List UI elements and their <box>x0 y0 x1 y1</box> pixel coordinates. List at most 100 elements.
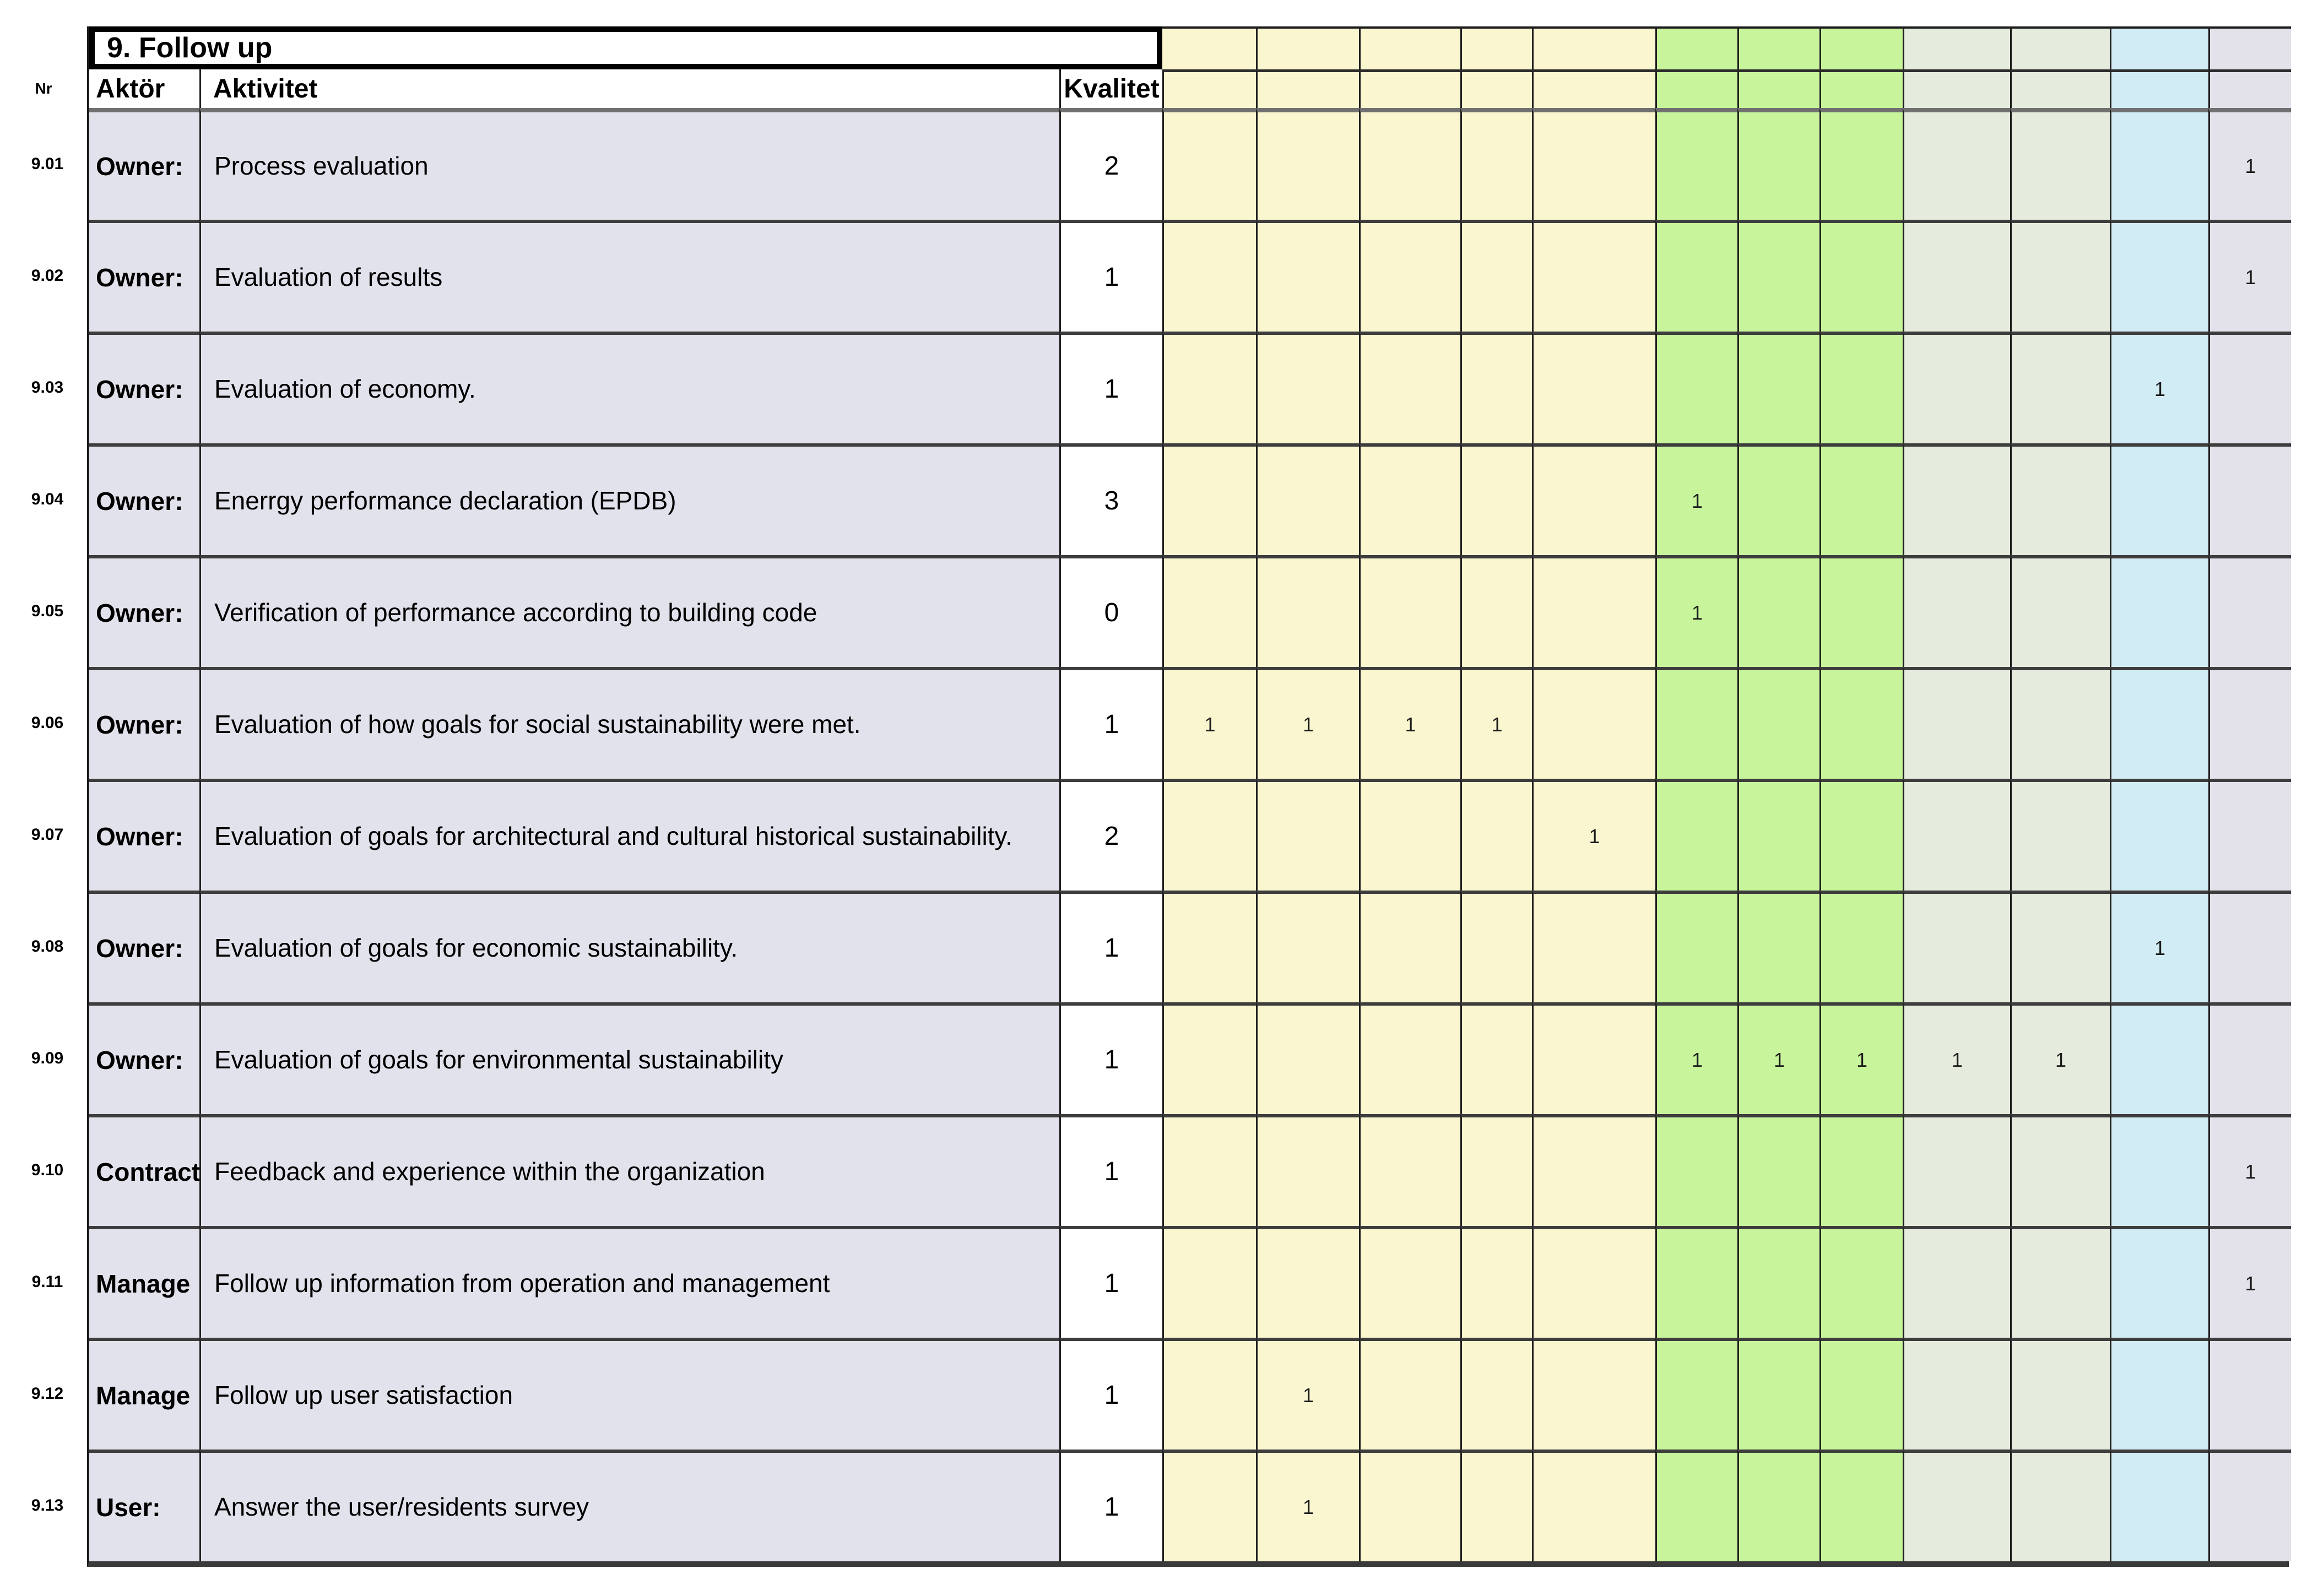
quality-value-cell[interactable]: 2 <box>1059 108 1162 220</box>
matrix-cell-yellow[interactable] <box>1460 1226 1532 1338</box>
quality-value-cell[interactable]: 3 <box>1059 443 1162 555</box>
matrix-cell-yellow[interactable] <box>1256 108 1359 220</box>
matrix-cell-green[interactable] <box>1737 667 1819 779</box>
actor-cell[interactable]: Owner: <box>89 779 199 891</box>
matrix-cell-blue[interactable] <box>2110 1338 2208 1450</box>
matrix-cell-green[interactable] <box>1819 779 1903 891</box>
matrix-cell-pale-green[interactable] <box>2010 1114 2110 1226</box>
matrix-cell-pale-green[interactable] <box>2010 220 2110 332</box>
matrix-cell-green[interactable] <box>1655 332 1737 443</box>
matrix-band-cell-green[interactable] <box>1737 69 1819 108</box>
matrix-cell-green[interactable]: 1 <box>1655 443 1737 555</box>
activity-cell[interactable]: Feedback and experience within the organ… <box>199 1114 1059 1226</box>
matrix-band-cell-yellow[interactable] <box>1256 26 1359 69</box>
quality-value-cell[interactable]: 1 <box>1059 667 1162 779</box>
actor-cell[interactable]: Owner: <box>89 667 199 779</box>
matrix-cell-pale-green[interactable] <box>1903 779 2010 891</box>
matrix-cell-yellow[interactable] <box>1359 220 1460 332</box>
matrix-cell-yellow[interactable] <box>1162 1338 1256 1450</box>
activity-cell[interactable]: Process evaluation <box>199 108 1059 220</box>
matrix-cell-yellow[interactable] <box>1460 108 1532 220</box>
matrix-cell-lavender[interactable]: 1 <box>2208 1226 2291 1338</box>
matrix-cell-yellow[interactable] <box>1359 108 1460 220</box>
matrix-cell-pale-green[interactable] <box>2010 667 2110 779</box>
matrix-cell-yellow[interactable] <box>1162 555 1256 667</box>
matrix-cell-green[interactable] <box>1737 1338 1819 1450</box>
quality-value-cell[interactable]: 1 <box>1059 1002 1162 1114</box>
matrix-cell-yellow[interactable] <box>1359 332 1460 443</box>
matrix-band-cell-green[interactable] <box>1737 26 1819 69</box>
matrix-cell-green[interactable] <box>1819 891 1903 1002</box>
matrix-cell-yellow[interactable]: 1 <box>1256 1338 1359 1450</box>
matrix-cell-yellow[interactable] <box>1256 1002 1359 1114</box>
matrix-cell-green[interactable] <box>1737 108 1819 220</box>
matrix-cell-green[interactable]: 1 <box>1737 1002 1819 1114</box>
matrix-cell-green[interactable] <box>1819 1338 1903 1450</box>
actor-cell[interactable]: Owner: <box>89 220 199 332</box>
matrix-cell-blue[interactable] <box>2110 443 2208 555</box>
matrix-cell-green[interactable] <box>1819 108 1903 220</box>
matrix-cell-green[interactable] <box>1819 555 1903 667</box>
quality-value-cell[interactable]: 1 <box>1059 1450 1162 1561</box>
matrix-cell-pale-green[interactable] <box>2010 332 2110 443</box>
quality-value-cell[interactable]: 2 <box>1059 779 1162 891</box>
matrix-band-cell-lavender[interactable] <box>2208 26 2291 69</box>
matrix-cell-yellow[interactable]: 1 <box>1460 667 1532 779</box>
matrix-band-cell-yellow[interactable] <box>1460 26 1532 69</box>
matrix-cell-yellow[interactable] <box>1532 1002 1655 1114</box>
matrix-band-cell-yellow[interactable] <box>1162 26 1256 69</box>
matrix-cell-yellow[interactable] <box>1460 891 1532 1002</box>
matrix-cell-yellow[interactable] <box>1256 1114 1359 1226</box>
matrix-band-cell-blue[interactable] <box>2110 69 2208 108</box>
matrix-cell-lavender[interactable] <box>2208 667 2291 779</box>
matrix-cell-yellow[interactable] <box>1359 1338 1460 1450</box>
matrix-cell-yellow[interactable] <box>1460 220 1532 332</box>
activity-cell[interactable]: Answer the user/residents survey <box>199 1450 1059 1561</box>
matrix-cell-lavender[interactable] <box>2208 1450 2291 1561</box>
matrix-cell-lavender[interactable]: 1 <box>2208 220 2291 332</box>
matrix-cell-green[interactable] <box>1819 667 1903 779</box>
matrix-cell-green[interactable] <box>1655 220 1737 332</box>
quality-value-cell[interactable]: 1 <box>1059 1226 1162 1338</box>
matrix-cell-yellow[interactable] <box>1162 220 1256 332</box>
matrix-cell-pale-green[interactable] <box>2010 1450 2110 1561</box>
matrix-cell-blue[interactable]: 1 <box>2110 332 2208 443</box>
matrix-cell-yellow[interactable]: 1 <box>1162 667 1256 779</box>
section-title-cell[interactable]: 9. Follow up <box>89 26 1162 69</box>
matrix-cell-yellow[interactable]: 1 <box>1359 667 1460 779</box>
matrix-cell-yellow[interactable] <box>1359 779 1460 891</box>
matrix-cell-yellow[interactable]: 1 <box>1532 779 1655 891</box>
matrix-cell-pale-green[interactable] <box>2010 555 2110 667</box>
matrix-cell-pale-green[interactable]: 1 <box>1903 1002 2010 1114</box>
matrix-cell-yellow[interactable] <box>1532 555 1655 667</box>
matrix-band-cell-yellow[interactable] <box>1460 69 1532 108</box>
matrix-cell-yellow[interactable] <box>1532 1450 1655 1561</box>
matrix-cell-yellow[interactable] <box>1162 108 1256 220</box>
matrix-cell-yellow[interactable] <box>1359 1114 1460 1226</box>
matrix-cell-yellow[interactable] <box>1359 1002 1460 1114</box>
matrix-cell-blue[interactable] <box>2110 1226 2208 1338</box>
matrix-cell-green[interactable] <box>1655 891 1737 1002</box>
actor-cell[interactable]: Manage <box>89 1338 199 1450</box>
matrix-cell-yellow[interactable] <box>1256 332 1359 443</box>
matrix-band-cell-lavender[interactable] <box>2208 69 2291 108</box>
matrix-cell-green[interactable]: 1 <box>1819 1002 1903 1114</box>
column-header-kvalitet[interactable]: Kvalitet <box>1059 69 1162 108</box>
matrix-cell-blue[interactable] <box>2110 555 2208 667</box>
matrix-cell-green[interactable] <box>1737 779 1819 891</box>
matrix-cell-green[interactable] <box>1737 1114 1819 1226</box>
quality-value-cell[interactable]: 0 <box>1059 555 1162 667</box>
matrix-cell-lavender[interactable] <box>2208 1338 2291 1450</box>
matrix-cell-pale-green[interactable] <box>2010 1226 2110 1338</box>
matrix-band-cell-blue[interactable] <box>2110 26 2208 69</box>
matrix-cell-lavender[interactable] <box>2208 555 2291 667</box>
matrix-cell-yellow[interactable] <box>1460 443 1532 555</box>
matrix-cell-green[interactable] <box>1737 1450 1819 1561</box>
matrix-cell-pale-green[interactable] <box>1903 220 2010 332</box>
matrix-cell-blue[interactable] <box>2110 667 2208 779</box>
actor-cell[interactable]: Manage <box>89 1226 199 1338</box>
matrix-cell-blue[interactable] <box>2110 1002 2208 1114</box>
matrix-cell-yellow[interactable] <box>1359 1226 1460 1338</box>
matrix-cell-yellow[interactable]: 1 <box>1256 1450 1359 1561</box>
matrix-cell-lavender[interactable]: 1 <box>2208 108 2291 220</box>
